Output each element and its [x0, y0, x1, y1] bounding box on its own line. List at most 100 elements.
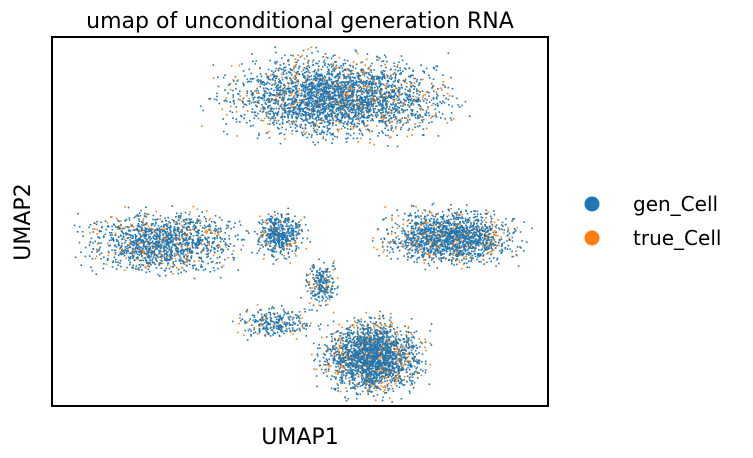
- point-gen-cell: [347, 97, 350, 99]
- point-gen-cell: [144, 252, 146, 254]
- point-gen-cell: [423, 70, 425, 73]
- point-gen-cell: [295, 93, 298, 96]
- point-gen-cell: [340, 87, 342, 89]
- point-gen-cell: [235, 83, 237, 85]
- point-gen-cell: [349, 96, 351, 99]
- point-gen-cell: [192, 239, 195, 242]
- point-gen-cell: [405, 68, 407, 70]
- point-true-cell: [162, 255, 164, 258]
- point-gen-cell: [351, 85, 353, 88]
- point-gen-cell: [341, 117, 343, 120]
- point-gen-cell: [410, 98, 412, 101]
- point-gen-cell: [296, 117, 298, 120]
- point-gen-cell: [405, 122, 408, 124]
- point-gen-cell: [323, 106, 326, 108]
- point-gen-cell: [395, 117, 398, 120]
- point-gen-cell: [314, 88, 317, 91]
- point-gen-cell: [341, 98, 344, 101]
- point-gen-cell: [391, 85, 393, 88]
- point-true-cell: [378, 96, 380, 98]
- point-true-cell: [128, 226, 131, 228]
- point-gen-cell: [271, 110, 274, 113]
- point-true-cell: [436, 246, 439, 248]
- point-gen-cell: [348, 106, 350, 108]
- point-gen-cell: [343, 108, 346, 111]
- point-gen-cell: [283, 103, 286, 106]
- point-gen-cell: [270, 99, 273, 102]
- point-gen-cell: [362, 99, 365, 101]
- point-true-cell: [368, 130, 371, 133]
- point-gen-cell: [147, 246, 149, 248]
- point-gen-cell: [308, 83, 310, 86]
- point-gen-cell: [145, 234, 148, 236]
- point-gen-cell: [237, 98, 240, 101]
- point-gen-cell: [372, 104, 375, 106]
- point-gen-cell: [370, 76, 373, 78]
- point-gen-cell: [317, 88, 319, 91]
- point-gen-cell: [381, 77, 384, 80]
- point-gen-cell: [337, 74, 339, 77]
- point-gen-cell: [398, 102, 401, 105]
- point-true-cell: [142, 220, 144, 222]
- point-true-cell: [398, 353, 400, 355]
- point-gen-cell: [328, 107, 330, 110]
- point-true-cell: [407, 327, 410, 330]
- point-gen-cell: [367, 101, 369, 104]
- point-true-cell: [343, 97, 346, 99]
- point-gen-cell: [367, 99, 369, 101]
- point-gen-cell: [329, 132, 331, 134]
- point-true-cell: [181, 237, 184, 240]
- point-gen-cell: [309, 116, 311, 118]
- point-gen-cell: [200, 251, 202, 254]
- point-gen-cell: [324, 95, 327, 97]
- point-gen-cell: [314, 101, 317, 103]
- point-true-cell: [340, 82, 343, 85]
- point-true-cell: [417, 90, 420, 92]
- point-true-cell: [156, 237, 159, 240]
- point-true-cell: [364, 365, 366, 367]
- point-true-cell: [265, 319, 267, 322]
- point-gen-cell: [315, 106, 318, 109]
- point-gen-cell: [307, 62, 309, 64]
- point-gen-cell: [363, 115, 365, 117]
- point-true-cell: [457, 249, 460, 252]
- point-true-cell: [364, 335, 366, 337]
- point-gen-cell: [436, 93, 438, 95]
- point-gen-cell: [336, 118, 338, 120]
- point-gen-cell: [272, 102, 275, 104]
- point-true-cell: [507, 227, 509, 229]
- point-true-cell: [491, 240, 493, 242]
- point-gen-cell: [302, 69, 305, 71]
- point-gen-cell: [164, 236, 167, 239]
- point-true-cell: [380, 324, 383, 327]
- point-true-cell: [426, 127, 428, 130]
- point-true-cell: [452, 243, 454, 245]
- point-gen-cell: [362, 81, 365, 83]
- point-gen-cell: [366, 92, 368, 94]
- point-true-cell: [440, 241, 442, 243]
- point-gen-cell: [422, 134, 425, 136]
- point-gen-cell: [282, 109, 284, 111]
- point-gen-cell: [342, 64, 345, 67]
- point-gen-cell: [389, 122, 391, 124]
- point-true-cell: [463, 256, 466, 259]
- point-true-cell: [188, 229, 191, 231]
- point-gen-cell: [458, 106, 461, 108]
- point-gen-cell: [276, 114, 278, 116]
- point-gen-cell: [410, 112, 412, 115]
- point-gen-cell: [265, 115, 268, 118]
- point-gen-cell: [289, 90, 292, 93]
- point-true-cell: [366, 323, 369, 325]
- point-true-cell: [356, 102, 359, 105]
- point-gen-cell: [283, 133, 286, 136]
- point-true-cell: [377, 333, 380, 335]
- point-gen-cell: [294, 75, 296, 78]
- point-gen-cell: [358, 77, 360, 80]
- point-gen-cell: [322, 56, 324, 58]
- point-true-cell: [348, 80, 351, 82]
- point-true-cell: [277, 67, 280, 70]
- point-true-cell: [352, 61, 355, 63]
- point-true-cell: [315, 103, 317, 105]
- point-true-cell: [292, 333, 294, 335]
- point-gen-cell: [290, 87, 292, 90]
